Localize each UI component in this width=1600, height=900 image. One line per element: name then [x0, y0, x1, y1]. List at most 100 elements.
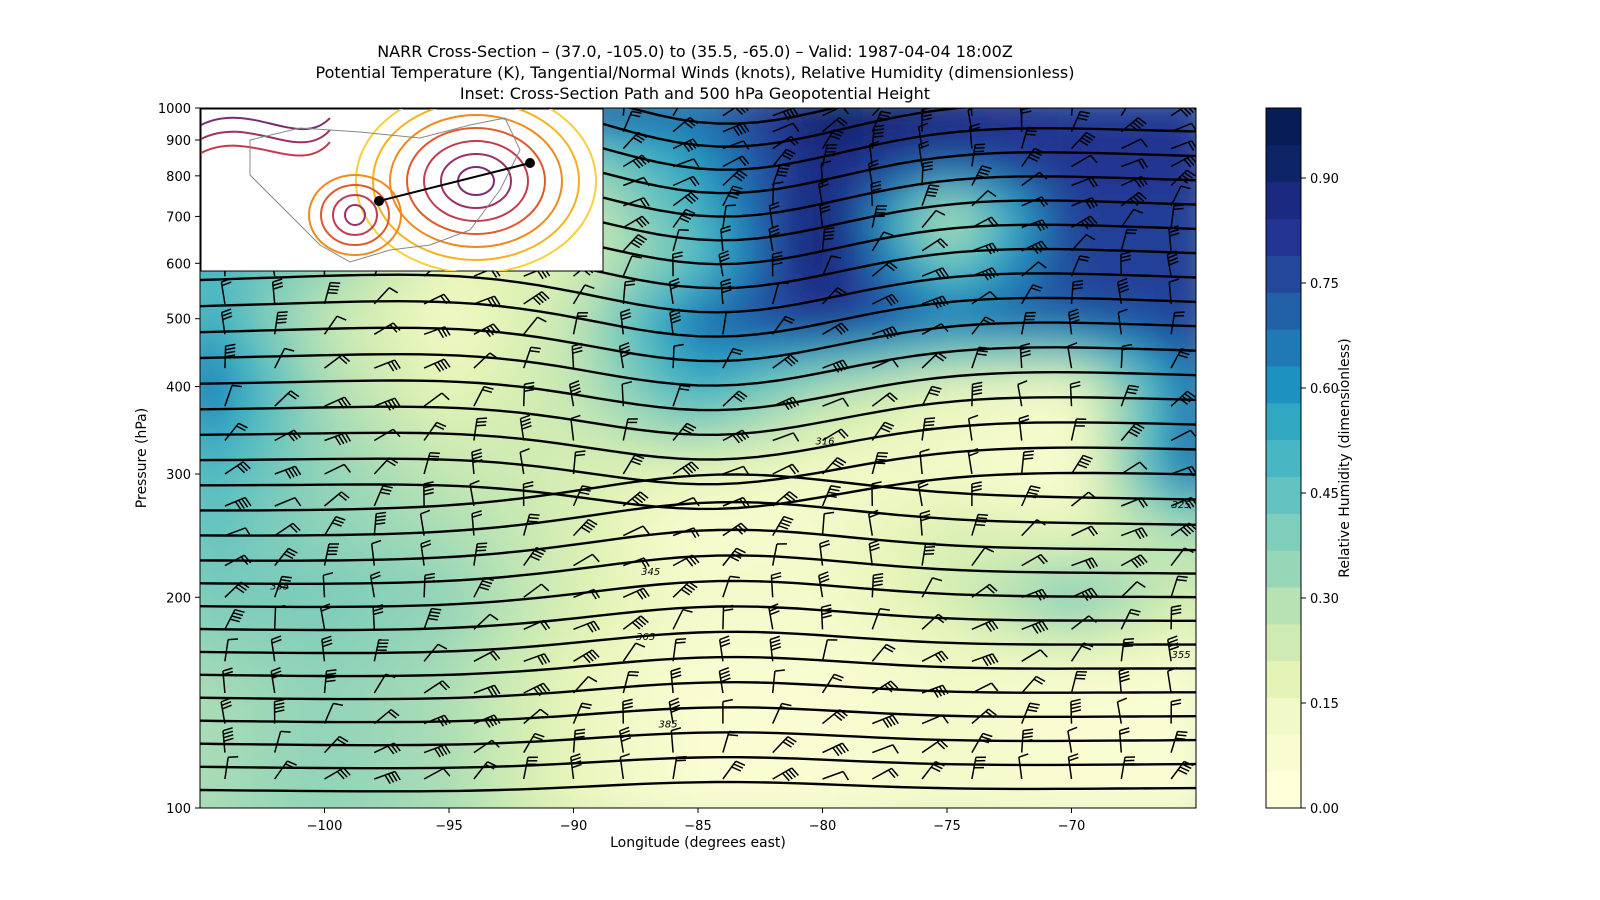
rh-cell [1112, 291, 1135, 311]
rh-cell [325, 347, 347, 367]
rh-cell [739, 199, 762, 219]
rh-cell [739, 125, 762, 145]
rh-cell [1029, 532, 1052, 552]
isentrope-line [200, 780, 1196, 793]
rh-cell [366, 458, 389, 478]
wind-barb [672, 175, 700, 187]
barb-feather [390, 399, 398, 409]
barb-feather [1184, 547, 1194, 554]
rh-cell [242, 717, 264, 737]
barb-feather [782, 772, 790, 782]
barb-shaft [274, 522, 294, 537]
wind-barb [623, 557, 650, 569]
barb-feather [1088, 198, 1095, 208]
rh-cell [366, 328, 389, 348]
country-outline [249, 117, 521, 263]
barb-feather [1177, 575, 1188, 579]
barb-shaft [1021, 196, 1043, 207]
wind-barb [871, 572, 884, 598]
barb-feather [731, 766, 742, 772]
rh-cell [1008, 236, 1031, 256]
rh-cell [988, 421, 1010, 441]
rh-cell [221, 402, 244, 422]
rh-cell [863, 606, 886, 626]
rh-cell [387, 698, 409, 718]
wind-barb [772, 148, 796, 167]
barb-feather [978, 171, 989, 176]
barb-feather [287, 392, 297, 400]
barb-feather [384, 774, 391, 784]
wind-barb [473, 417, 488, 441]
wind-barb [1120, 637, 1135, 662]
barb-feather [818, 571, 829, 577]
rh-cell [780, 328, 803, 348]
rh-cell [1091, 439, 1114, 459]
rh-cell [863, 365, 886, 385]
rh-cell [780, 791, 803, 808]
barb-feather [778, 281, 789, 285]
barb-feather [635, 236, 645, 244]
barb-feather [735, 760, 746, 766]
wind-barb [1067, 726, 1078, 753]
wind-barb [220, 277, 232, 305]
wind-barb [1070, 698, 1082, 724]
wind-barb [469, 480, 480, 507]
barb-feather [274, 709, 285, 713]
rh-cell [698, 273, 720, 293]
barb-feather [980, 735, 991, 741]
barb-feather [272, 278, 283, 283]
barb-shaft [522, 347, 532, 369]
rh-cell [511, 624, 534, 644]
path-end-marker [525, 158, 535, 168]
rh-cell [843, 643, 865, 663]
barb-feather [832, 747, 840, 757]
barb-feather [780, 521, 790, 527]
rh-cell [345, 772, 368, 792]
rh-cell [242, 310, 264, 330]
rh-cell [739, 550, 762, 570]
barb-feather [1027, 491, 1038, 496]
wind-barb [971, 619, 999, 632]
barb-feather [476, 420, 487, 423]
rh-cell [988, 384, 1010, 404]
wind-barb [971, 756, 986, 780]
rh-cell [428, 606, 451, 626]
barb-feather [932, 577, 943, 582]
rh-cell [822, 384, 844, 404]
isentrope-line [200, 579, 1196, 609]
barb-feather [1169, 645, 1180, 651]
rh-cell [242, 513, 264, 533]
barb-feather [726, 311, 737, 314]
rh-cell [387, 476, 409, 496]
barb-feather [274, 698, 285, 703]
rh-cell [967, 88, 989, 108]
wind-barb [1070, 110, 1091, 132]
barb-feather [277, 311, 288, 314]
barb-feather [423, 484, 434, 489]
rh-cell [1175, 88, 1197, 108]
barb-shaft [323, 516, 337, 536]
barb-feather [274, 705, 285, 710]
barb-shaft [572, 485, 583, 507]
rh-cell [1153, 402, 1176, 422]
wind-barb [971, 242, 999, 255]
rh-cell [677, 661, 699, 681]
colorbar-band [1266, 550, 1301, 588]
rh-cell [470, 754, 492, 774]
path-start-marker [374, 196, 384, 206]
wind-barb [971, 682, 999, 694]
wind-barb [672, 461, 700, 476]
barb-feather [437, 643, 448, 650]
colorbar-band [1266, 329, 1301, 367]
barb-feather [1031, 624, 1039, 634]
rh-cell [615, 772, 637, 792]
barb-feather [380, 491, 391, 495]
rh-cell [1029, 772, 1052, 792]
barb-shaft [622, 131, 639, 150]
barb-feather [634, 495, 644, 504]
barb-feather [538, 293, 547, 302]
barb-shaft [1120, 117, 1139, 133]
wind-barb [1118, 727, 1130, 753]
rh-cell [408, 810, 430, 830]
wind-barb [572, 675, 598, 694]
